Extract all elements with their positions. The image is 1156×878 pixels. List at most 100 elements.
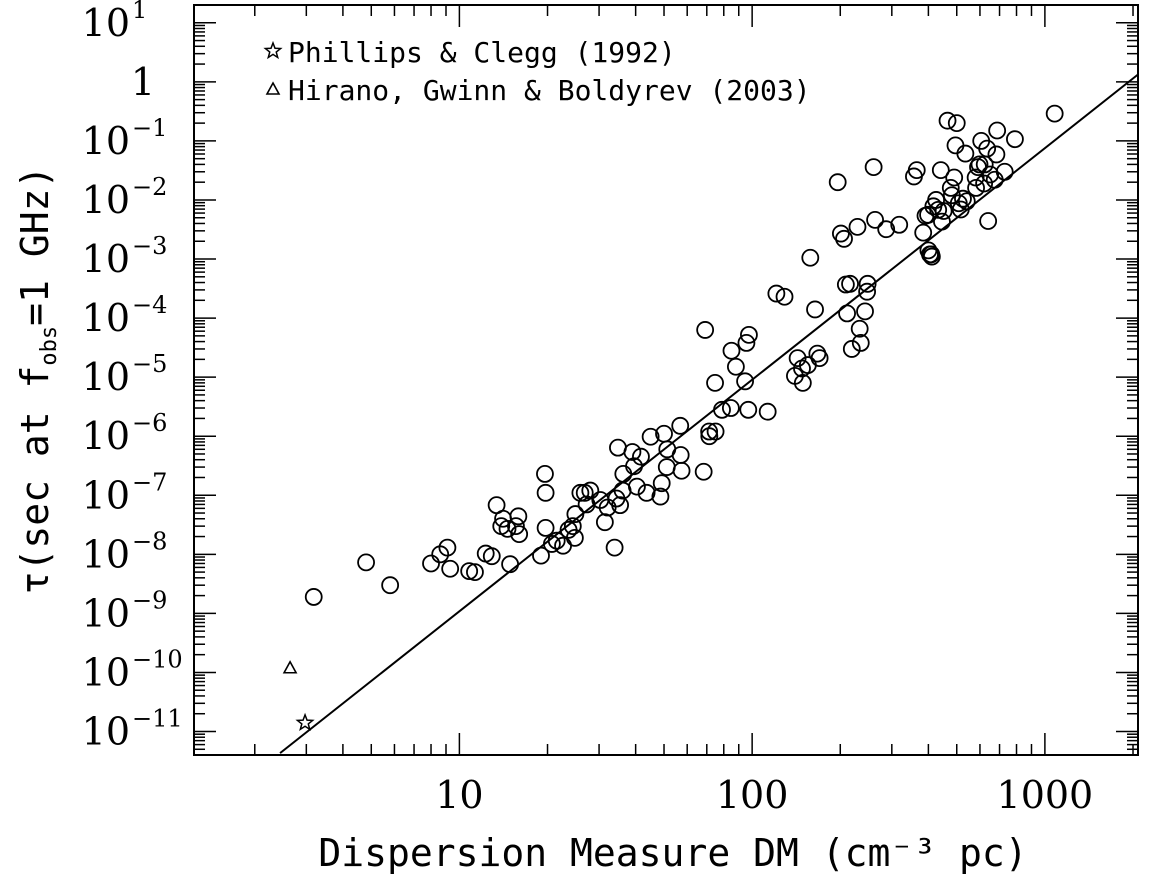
circle-point bbox=[933, 212, 951, 231]
circle-point bbox=[767, 284, 786, 303]
y-tick-label: 10 bbox=[82, 237, 130, 281]
circle-point bbox=[775, 287, 794, 306]
circle-point bbox=[611, 496, 630, 515]
circle-point bbox=[609, 438, 627, 457]
circle-point bbox=[801, 248, 820, 267]
fit-line-layer bbox=[279, 73, 1139, 754]
circle-point bbox=[793, 373, 812, 392]
circle-point bbox=[381, 576, 400, 595]
circle-point bbox=[671, 446, 690, 464]
legend-label: Phillips & Clegg (1992) bbox=[288, 36, 676, 69]
circle-point bbox=[956, 144, 975, 163]
circle-point bbox=[510, 525, 529, 543]
circle-point bbox=[696, 321, 715, 339]
x-tick-label: 1000 bbox=[997, 773, 1094, 817]
star-point bbox=[295, 712, 315, 732]
circle-point bbox=[671, 416, 690, 435]
circle-point bbox=[737, 333, 756, 352]
circle-point bbox=[706, 422, 725, 441]
circle-point bbox=[828, 173, 847, 192]
circle-point bbox=[987, 145, 1006, 164]
circle-point bbox=[623, 443, 642, 461]
circle-point bbox=[706, 373, 724, 392]
circle-point bbox=[536, 464, 554, 483]
circle-point bbox=[422, 554, 440, 573]
circle-point bbox=[978, 139, 997, 158]
circle-point bbox=[536, 519, 555, 537]
circle-point bbox=[848, 217, 867, 236]
circle-point bbox=[651, 487, 670, 506]
y-tick-label: 10 bbox=[82, 650, 130, 694]
y-tick-exponent: −7 bbox=[132, 468, 167, 496]
circle-point bbox=[851, 333, 870, 352]
circle-point bbox=[1045, 104, 1064, 123]
y-tick-exponent: −5 bbox=[132, 350, 167, 378]
circle-point bbox=[501, 555, 519, 574]
circle-point bbox=[739, 400, 758, 419]
circle-point bbox=[563, 517, 582, 536]
circle-point bbox=[641, 427, 660, 446]
circle-point bbox=[806, 300, 824, 319]
circle-point bbox=[941, 179, 960, 197]
y-tick-exponent: −9 bbox=[132, 586, 167, 614]
circle-point bbox=[985, 170, 1004, 189]
y-tick-exponent: −1 bbox=[132, 114, 167, 142]
circle-point bbox=[713, 400, 731, 419]
circle-point bbox=[835, 229, 853, 248]
circle-point bbox=[995, 162, 1014, 181]
y-tick-label: 10 bbox=[82, 532, 130, 576]
circle-point bbox=[566, 505, 585, 523]
legend-label: Hirano, Gwinn & Boldyrev (2003) bbox=[288, 74, 811, 107]
circle-point bbox=[988, 121, 1007, 140]
y-tick-label: 10 bbox=[82, 119, 130, 163]
y-tick-exponent: −10 bbox=[132, 645, 183, 673]
circle-point bbox=[856, 302, 874, 321]
circle-point bbox=[736, 372, 754, 391]
x-tick-label: 10 bbox=[435, 773, 483, 817]
major-ticks bbox=[194, 5, 1138, 755]
y-tick-label: 10 bbox=[82, 709, 130, 753]
minor-ticks bbox=[194, 4, 1138, 756]
circle-point bbox=[907, 161, 926, 180]
circle-point bbox=[877, 220, 896, 239]
y-tick-label: 10 bbox=[82, 296, 130, 340]
circle-point bbox=[914, 223, 933, 242]
circle-point bbox=[931, 161, 950, 180]
circle-point bbox=[740, 325, 758, 344]
circle-point bbox=[595, 513, 614, 532]
circle-point bbox=[981, 165, 1000, 184]
circle-point bbox=[605, 538, 624, 557]
circle-point bbox=[460, 562, 479, 580]
circle-point bbox=[565, 528, 584, 547]
circle-point bbox=[438, 538, 457, 557]
y-tick-exponent: −3 bbox=[132, 232, 167, 260]
data-points bbox=[282, 104, 1064, 732]
circle-point bbox=[722, 341, 741, 360]
y-tick-label: 10 bbox=[82, 591, 130, 635]
x-tick-labels: 10 100 1000 bbox=[435, 773, 1093, 817]
circle-point bbox=[979, 212, 998, 230]
y-tick-exponent: −8 bbox=[132, 527, 167, 555]
y-tick-label: 10 bbox=[82, 355, 130, 399]
circle-point bbox=[700, 427, 719, 446]
circle-point bbox=[864, 158, 883, 177]
circle-point bbox=[628, 477, 646, 496]
circle-point bbox=[1006, 130, 1024, 149]
circle-point bbox=[975, 174, 994, 193]
circle-point bbox=[945, 168, 964, 187]
circle-point bbox=[536, 483, 555, 502]
y-axis-label-sub: obs bbox=[37, 326, 62, 366]
circle-point bbox=[838, 304, 856, 323]
circle-point bbox=[810, 349, 829, 368]
circle-point bbox=[657, 458, 676, 476]
circle-point bbox=[441, 559, 460, 578]
circle-point bbox=[357, 553, 375, 572]
circle-point bbox=[632, 447, 650, 466]
circle-point bbox=[700, 422, 719, 441]
y-tick-exponent: −2 bbox=[132, 173, 167, 201]
circle-point bbox=[721, 399, 740, 417]
circle-point bbox=[498, 519, 517, 538]
circle-point bbox=[890, 215, 909, 234]
y-tick-exponent: −11 bbox=[132, 704, 183, 732]
